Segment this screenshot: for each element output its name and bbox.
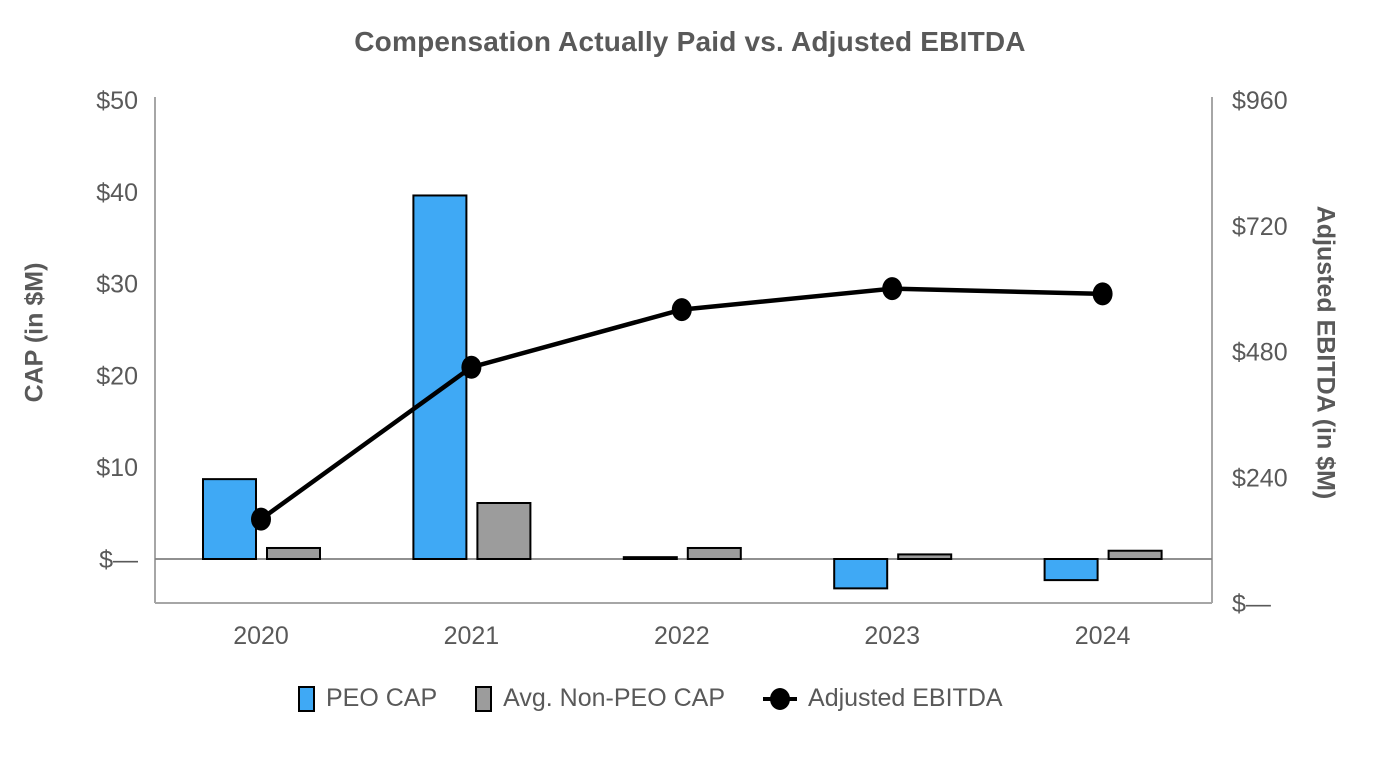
bar-avg-non-peo-cap-2020 <box>266 546 321 561</box>
bar-avg-non-peo-cap-2021 <box>476 502 532 561</box>
legend-label-adjusted-ebitda: Adjusted EBITDA <box>808 684 1003 712</box>
bar-peo-cap-2020 <box>202 478 257 560</box>
left-tick-label-30: $30 <box>96 271 138 299</box>
x-tick-label-2022: 2022 <box>654 622 710 650</box>
x-tick-label-2021: 2021 <box>444 622 500 650</box>
x-tick-label-2020: 2020 <box>233 622 289 650</box>
x-tick-label-2024: 2024 <box>1075 622 1131 650</box>
left-tick-label-40: $40 <box>96 179 138 207</box>
bar-peo-cap-2022 <box>622 556 678 561</box>
legend-item-non-peo-cap: Avg. Non-PEO CAP <box>475 684 725 713</box>
adjusted-ebitda-point-2022 <box>671 298 692 322</box>
left-tick-label-10: $10 <box>96 454 138 482</box>
bar-avg-non-peo-cap-2022 <box>686 546 742 561</box>
legend-item-adjusted-ebitda: Adjusted EBITDA <box>763 684 1003 713</box>
line-dot-icon <box>770 687 791 710</box>
bar-avg-non-peo-cap-2023 <box>897 553 953 560</box>
legend-label-non-peo-cap: Avg. Non-PEO CAP <box>503 684 726 712</box>
adjusted-ebitda-point-2023 <box>882 277 903 301</box>
legend-label-peo-cap: PEO CAP <box>326 684 438 712</box>
adjusted-ebitda-line <box>259 286 1103 521</box>
bar-peo-cap-2024 <box>1043 558 1099 582</box>
right-tick-label-480: $480 <box>1232 339 1288 367</box>
left-tick-label-20: $20 <box>96 362 138 390</box>
adjusted-ebitda-point-2021 <box>461 355 482 379</box>
right-tick-label-0: $— <box>1232 590 1271 618</box>
left-tick-label-50: $50 <box>96 87 138 115</box>
peo-cap-swatch-icon <box>298 685 315 712</box>
bar-avg-non-peo-cap-2024 <box>1107 549 1163 560</box>
line-marker-icon <box>763 686 798 712</box>
right-tick-label-720: $720 <box>1232 213 1288 241</box>
legend: PEO CAP Avg. Non-PEO CAP Adjusted EBITDA <box>298 684 1003 713</box>
x-tick-label-2023: 2023 <box>864 622 920 650</box>
adjusted-ebitda-point-2024 <box>1092 282 1113 306</box>
chart-title: Compensation Actually Paid vs. Adjusted … <box>354 26 1026 57</box>
left-tick-label-0: $— <box>99 546 138 574</box>
bar-peo-cap-2023 <box>833 558 889 590</box>
right-tick-label-960: $960 <box>1232 87 1288 115</box>
non-peo-cap-swatch-icon <box>475 685 493 712</box>
adjusted-ebitda-point-2020 <box>251 507 271 531</box>
legend-item-peo-cap: PEO CAP <box>298 684 437 713</box>
right-tick-label-240: $240 <box>1232 464 1288 492</box>
